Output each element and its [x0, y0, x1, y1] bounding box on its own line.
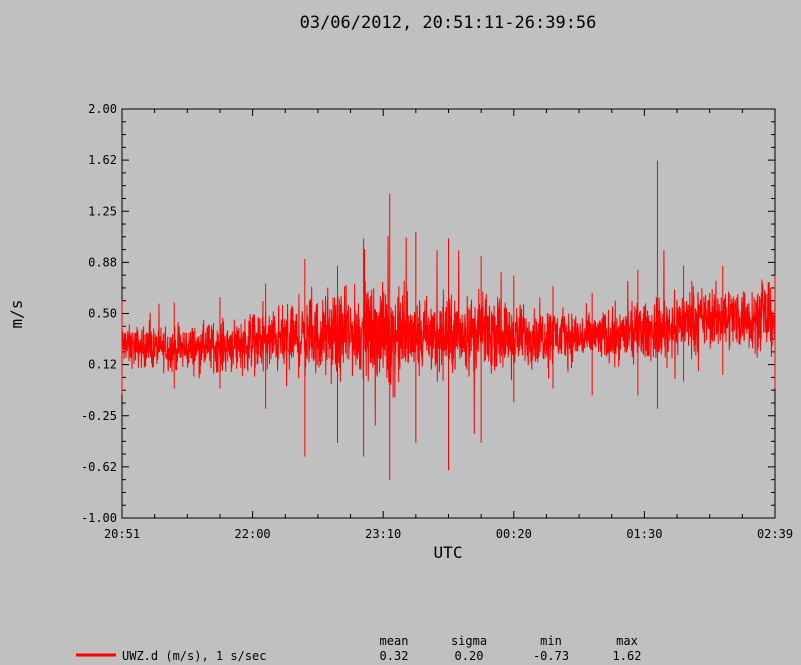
y-axis-label: m/s — [7, 300, 26, 329]
stats-header-mean: mean — [380, 634, 409, 648]
x-axis-label: UTC — [434, 543, 463, 562]
minor-ticks — [122, 109, 775, 518]
x-tick-label: 02:39 — [757, 527, 793, 541]
stats-value-sigma: 0.20 — [455, 649, 484, 663]
x-tick-label: 00:20 — [496, 527, 532, 541]
y-tick-label: 1.25 — [88, 204, 117, 218]
stats-header-max: max — [616, 634, 638, 648]
x-tick-label: 01:30 — [626, 527, 662, 541]
legend-label: UWZ.d (m/s), 1 s/sec — [122, 649, 267, 663]
y-tick-label: 0.50 — [88, 307, 117, 321]
y-tick-label: -0.25 — [81, 409, 117, 423]
x-tick-label: 23:10 — [365, 527, 401, 541]
stats-value-mean: 0.32 — [380, 649, 409, 663]
y-tick-label: 2.00 — [88, 102, 117, 116]
y-tick-label: -1.00 — [81, 511, 117, 525]
y-tick-label: 0.12 — [88, 358, 117, 372]
x-tick-label: 20:51 — [104, 527, 140, 541]
x-tick-label: 22:00 — [235, 527, 271, 541]
y-axis-ticks: 2.00 1.62 1.25 0.88 0.50 0.12 -0.25 -0.62 -1.00 — [81, 102, 775, 525]
stats-header-sigma: sigma — [451, 634, 487, 648]
y-tick-label: -0.62 — [81, 460, 117, 474]
y-tick-label: 1.62 — [88, 153, 117, 167]
stats-table: mean sigma min max 0.32 0.20 -0.73 1.62 — [380, 634, 642, 663]
stats-header-min: min — [540, 634, 562, 648]
stats-value-min: -0.73 — [533, 649, 569, 663]
x-axis-ticks: 20:51 22:00 23:10 00:20 01:30 02:39 — [104, 109, 793, 541]
stats-value-max: 1.62 — [613, 649, 642, 663]
legend: UWZ.d (m/s), 1 s/sec — [76, 649, 267, 663]
chart-title: 03/06/2012, 20:51:11-26:39:56 — [300, 13, 597, 33]
y-tick-label: 0.88 — [88, 255, 117, 269]
series-trace — [121, 160, 776, 480]
